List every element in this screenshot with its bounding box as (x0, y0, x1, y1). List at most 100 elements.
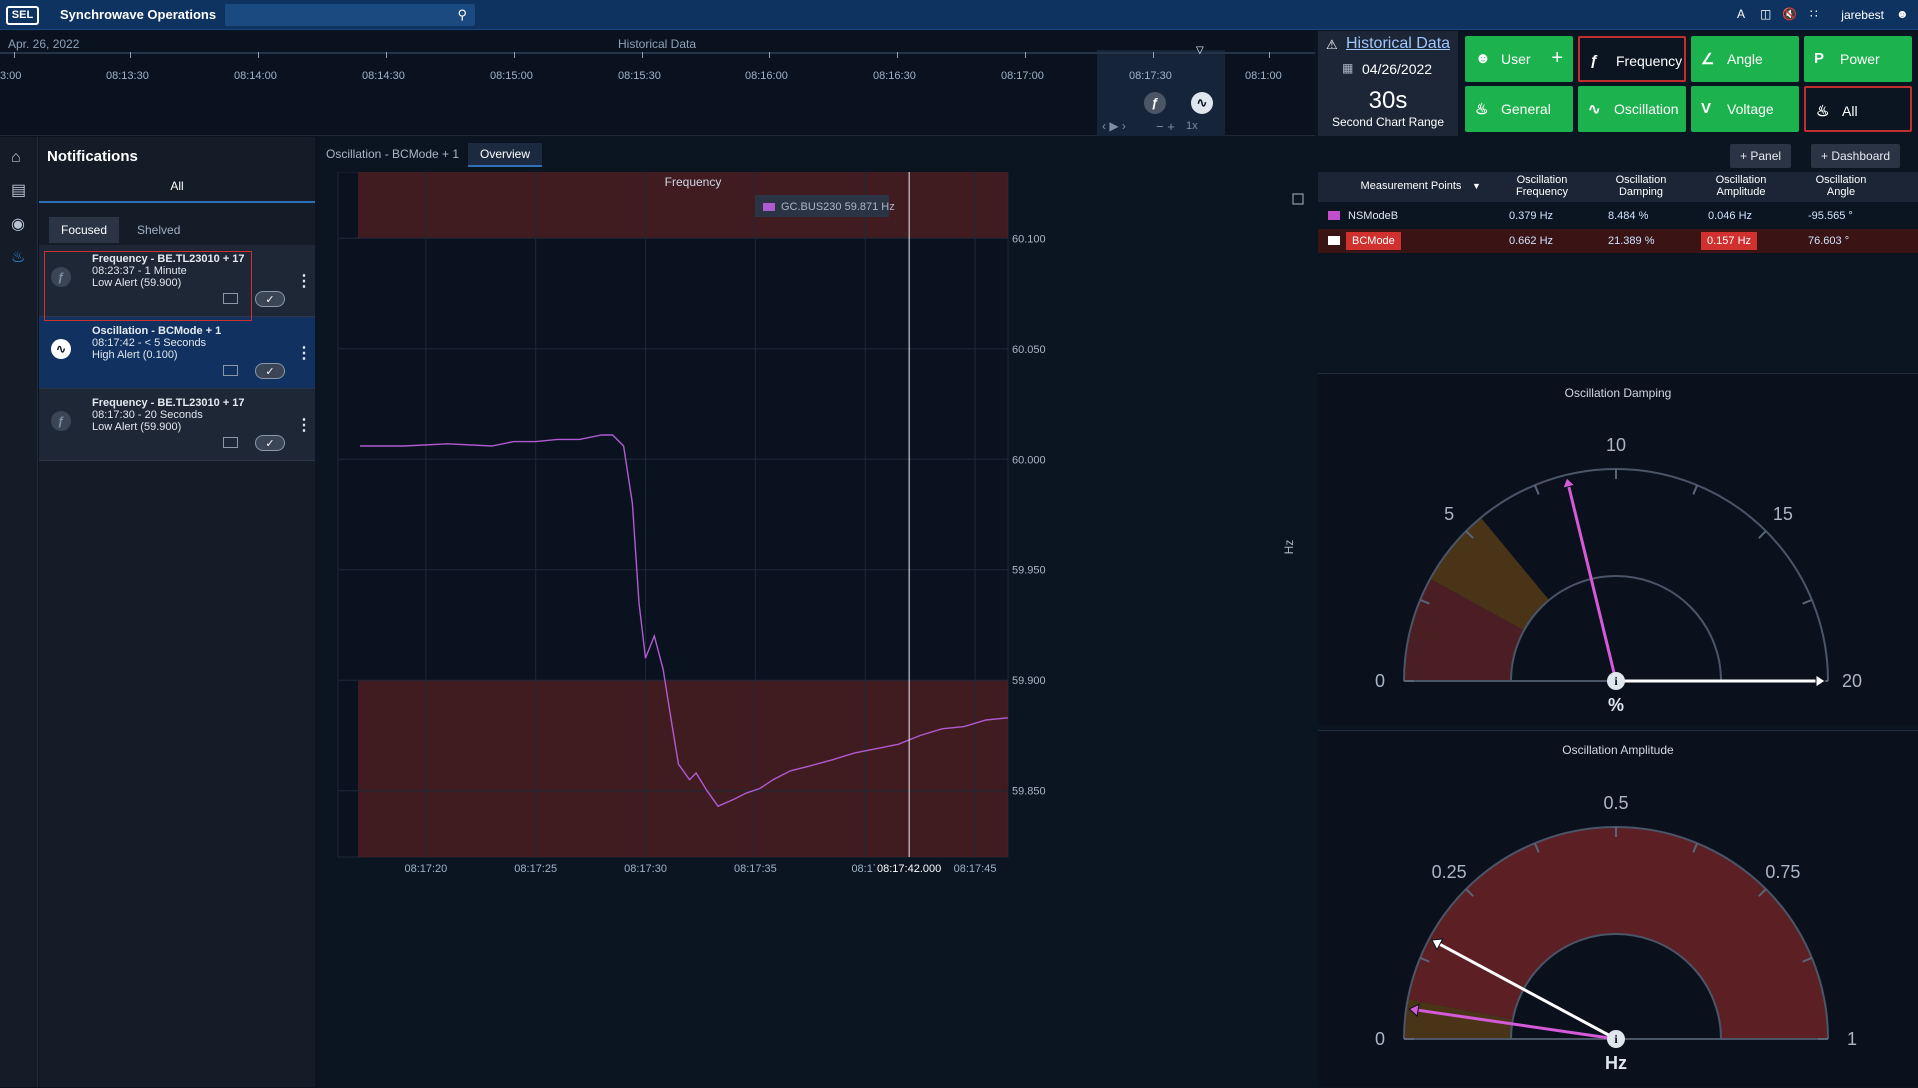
table-cell-angle: 76.603 ° (1808, 235, 1850, 247)
timeline-tick-mark (1153, 52, 1154, 58)
notification-detail: Low Alert (59.900) (92, 277, 182, 289)
add-dashboard-button[interactable]: + Dashboard (1811, 144, 1901, 168)
tab-overview[interactable]: Overview (468, 143, 543, 167)
oscillation-icon: ∿ (51, 339, 71, 359)
gauge-tick (1419, 598, 1430, 605)
y-tick-label: 59.850 (1012, 786, 1046, 798)
timeline-tick-label: 08:13:30 (106, 70, 149, 82)
search-input[interactable]: ⚲ (225, 4, 475, 26)
historical-timeline[interactable]: Apr. 26, 2022 Historical Data 3:00 08:13:… (0, 31, 1315, 136)
gauge-info-icon[interactable] (1607, 672, 1625, 690)
sel-logo: SEL (6, 6, 39, 25)
font-size-icon[interactable]: A (1737, 7, 1746, 21)
comment-icon[interactable] (223, 437, 238, 448)
category-voltage-button[interactable]: V Voltage (1691, 86, 1799, 132)
category-power-button[interactable]: P Power (1804, 36, 1912, 82)
notification-item[interactable]: ƒ Frequency - BE.TL23010 + 17 08:23:37 - 1… (39, 245, 315, 317)
frequency-chart-panel[interactable]: 60.100 60.050 60.000 59.950 59.900 59.850 08:1… (318, 172, 1316, 1087)
notification-item[interactable]: ƒ Frequency - BE.TL23010 + 17 08:17:30 - 2… (39, 389, 315, 461)
category-user-button[interactable]: ☻ User + (1465, 36, 1573, 82)
damping-gauge: 0 5 10 15 20 i% (1375, 435, 1862, 715)
category-angle-button[interactable]: ∠ Angle (1691, 36, 1799, 82)
historical-data-link[interactable]: Historical Data (1346, 35, 1451, 52)
plus-icon: + (1740, 149, 1751, 163)
notifications-all-tab[interactable]: All (170, 179, 184, 193)
timeline-tick-mark (642, 52, 643, 58)
acknowledge-button[interactable]: ✓ (255, 435, 285, 451)
notification-item[interactable]: ∿ Oscillation - BCMode + 1 08:17:42 - < 5 … (39, 317, 315, 389)
playback-controls[interactable]: ‹ ▶ › (1102, 119, 1126, 133)
category-label: Power (1840, 51, 1880, 67)
more-options-icon[interactable]: ⋮ (296, 417, 312, 434)
tab-shelved[interactable]: Shelved (137, 223, 181, 237)
category-oscillation-button[interactable]: ∿ Oscillation (1578, 86, 1686, 132)
notifications-icon[interactable]: ♨ (11, 249, 26, 266)
more-options-icon[interactable]: ⋮ (296, 273, 312, 290)
user-icon[interactable]: ☻ (1896, 7, 1909, 21)
gauge-tick (1692, 842, 1699, 853)
chart-title: Frequency (665, 175, 722, 189)
tab-oscillation[interactable]: Oscillation - BCMode + 1 (326, 147, 460, 161)
oscillation-icon: ∿ (1588, 101, 1601, 118)
table-header-cell: Oscillation Damping (1615, 174, 1667, 198)
table-cell-freq: 0.662 Hz (1509, 235, 1554, 247)
frequency-filter-icon[interactable]: ƒ (1144, 92, 1166, 114)
username[interactable]: jarebest (1841, 8, 1884, 22)
comment-icon[interactable] (223, 365, 238, 376)
category-general-button[interactable]: ♨ General (1465, 86, 1573, 132)
contrast-icon[interactable]: ◫ (1760, 7, 1772, 21)
table-cell-freq: 0.379 Hz (1509, 210, 1554, 222)
plus-icon[interactable]: + (1551, 47, 1563, 69)
table-header-cell: Oscillation Amplitude (1715, 174, 1767, 198)
zoom-controls[interactable]: − + (1156, 119, 1175, 134)
gauge-info-icon[interactable] (1607, 1030, 1625, 1048)
timeline-marker-icon[interactable]: ▽ (1196, 45, 1204, 56)
timeline-tick-label: 08:15:30 (618, 70, 661, 82)
chart-legend[interactable] (755, 195, 889, 217)
timeline-tick-mark (1025, 52, 1026, 58)
x-tick-label: 08:17 (851, 863, 879, 875)
oscillation-filter-icon[interactable]: ∿ (1191, 92, 1213, 114)
category-all-button[interactable]: ♨ All (1804, 86, 1912, 132)
historical-date[interactable]: 04/26/2022 (1362, 61, 1433, 77)
add-panel-button[interactable]: + Panel (1730, 144, 1792, 168)
table-header-cell[interactable]: Measurement Points (1360, 180, 1462, 192)
tab-focused[interactable]: Focused (49, 217, 120, 243)
acknowledge-button[interactable]: ✓ (255, 363, 285, 379)
table-cell-damp: 8.484 % (1608, 210, 1649, 222)
gauge-tick (1758, 888, 1767, 897)
map-pin-icon[interactable]: ◉ (11, 216, 25, 233)
notification-title: Frequency - BE.TL23010 + 17 (92, 253, 245, 265)
apps-grid-icon[interactable]: ∷ (1810, 7, 1818, 21)
table-row[interactable]: BCMode 0.662 Hz 21.389 % 0.157 Hz 76.603 ° (1318, 229, 1918, 253)
chart-settings-icon[interactable] (1292, 193, 1304, 205)
timeline-tick-label: 08:14:30 (362, 70, 405, 82)
frequency-icon: ƒ (1590, 52, 1599, 69)
sort-dropdown-icon[interactable]: ▼ (1472, 181, 1481, 191)
dashboard-icon[interactable]: ▤ (11, 182, 27, 199)
search-icon[interactable]: ⚲ (457, 7, 467, 22)
category-frequency-button[interactable]: ƒ Frequency (1578, 36, 1686, 82)
gauge-tick (1419, 956, 1430, 963)
x-tick-label: 08:17:30 (624, 863, 667, 875)
home-icon[interactable]: ⌂ (11, 149, 21, 166)
frequency-series-line[interactable] (360, 434, 1009, 808)
gauge-tick (1533, 484, 1540, 495)
mute-icon[interactable]: 🔇 (1782, 7, 1797, 21)
timeline-tick-label: 08:17:30 (1129, 70, 1172, 82)
chart-range-label: Second Chart Range (1331, 115, 1445, 129)
table-row[interactable]: NSModeB 0.379 Hz 8.484 % 0.046 Hz -95.565 ° (1318, 204, 1918, 228)
table-header-cell: Oscillation Angle (1815, 174, 1867, 198)
top-bar: SEL Synchrowave Operations ⚲ A ◫ 🔇 ∷ jar… (0, 0, 1918, 30)
amplitude-gauge: 0 0.25 0.5 0.75 1 i Hz (1375, 793, 1857, 1073)
frequency-chart[interactable]: 60.100 60.050 60.000 59.950 59.900 59.850 08:1… (318, 172, 1316, 1087)
timeline-tick-label: 08:17:00 (1001, 70, 1044, 82)
acknowledge-button[interactable]: ✓ (255, 291, 285, 307)
gauge-tick (1533, 842, 1540, 853)
frequency-icon: ƒ (51, 411, 71, 431)
warning-icon: ⚠ (1326, 37, 1338, 52)
comment-icon[interactable] (223, 293, 238, 304)
more-options-icon[interactable]: ⋮ (296, 345, 312, 362)
cursor-label-bg (875, 861, 944, 877)
table-header-cell: Oscillation Frequency (1516, 174, 1568, 198)
